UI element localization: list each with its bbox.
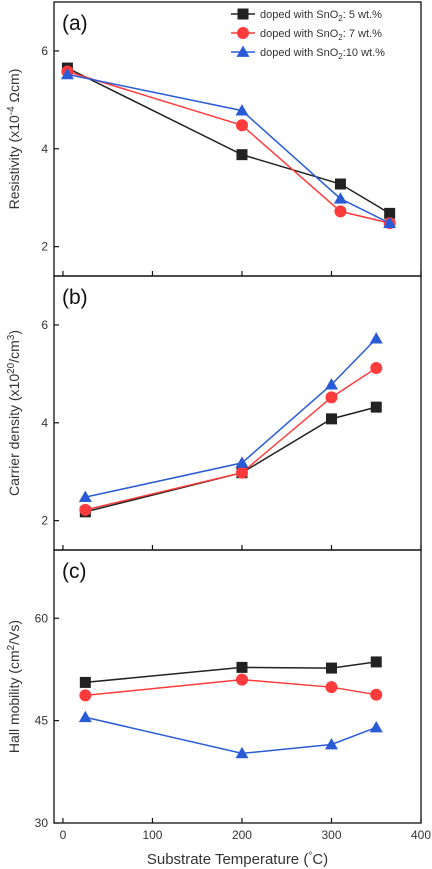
legend-prefix: doped with SnO [260,47,339,59]
series-line-square [67,67,391,215]
legend-subscript: 2 [338,52,343,61]
y-label-superscript: 20 [6,362,17,374]
data-point-circle [235,673,248,686]
legend-marker-square [237,8,249,20]
x-tick-label: 300 [321,828,341,842]
legend-suffix: : 5 wt.% [343,9,382,21]
y-label-part: /Vs) [6,620,22,645]
data-point-circle [79,689,92,702]
series-line-triangle [67,73,391,224]
series-line-triangle [85,338,377,498]
y-tick-label: 6 [41,318,48,332]
y-tick-label: 4 [41,416,48,430]
legend-entry: doped with SnO2: 5 wt.% [260,9,382,23]
data-point-circle [325,391,338,404]
x-label-part: C) [312,851,328,868]
data-point-square [325,662,337,674]
y-label-part: ) [6,330,22,335]
legend-entry: doped with SnO2: 7 wt.% [260,28,382,42]
legend-entry: doped with SnO2:10 wt.% [260,47,385,61]
data-point-circle [235,466,248,479]
data-point-circle [334,205,347,218]
data-point-square [334,178,346,190]
y-axis-label: Carrier density (x1020​/cm3​) [6,330,22,496]
panel-1: 2 4 6 (b) Carrier density (x1020​/cm3​) [6,275,422,551]
y-tick-label: 4 [41,142,48,156]
data-point-triangle [369,332,383,344]
data-point-triangle [60,67,74,80]
y-axis-label: Hall mobility (cm2​/Vs) [6,620,22,753]
series-line-circle [67,70,390,224]
data-point-square [236,661,248,673]
y-tick-label: 45 [35,714,49,728]
legend-prefix: doped with SnO [260,9,339,21]
plot-frame [53,549,422,824]
data-point-triangle [235,746,249,759]
data-point-triangle [78,490,92,503]
series-line-triangle [85,716,377,755]
data-point-square [325,413,337,425]
series-line-square [85,406,377,513]
series-line-circle [85,367,377,511]
y-tick-label: 6 [41,44,48,58]
data-point-square [79,676,91,688]
legend-suffix: : 7 wt.% [343,28,382,40]
x-tick-label: 400 [411,828,431,842]
data-point-circle [370,361,383,374]
y-tick-label: 2 [41,240,48,254]
series-line-circle [85,678,377,697]
panel-label: (a) [62,12,88,35]
data-point-square [384,207,396,219]
y-label-superscript: 3 [6,334,17,340]
data-point-square [236,149,248,161]
data-point-square [370,401,382,413]
legend-marker-triangle [236,45,250,57]
data-point-circle [235,119,248,132]
series-line-square [85,661,377,684]
y-tick-label: 30 [35,816,49,830]
y-label-part: /cm [6,340,22,363]
x-tick-label: 0 [60,828,67,842]
data-point-triangle [235,456,249,468]
panel-label: (b) [62,286,88,309]
data-point-circle [325,681,338,694]
y-label-superscript: -4 [6,106,17,115]
data-point-square [370,656,382,668]
panel-label: (c) [62,560,87,583]
y-tick-label: 60 [35,611,49,625]
y-label-part: Hall mobility (cm [6,650,22,753]
x-tick-label: 200 [232,828,252,842]
legend-prefix: doped with SnO [260,28,339,40]
data-point-circle [370,688,383,701]
legend-subscript: 2 [338,33,343,42]
y-axis-label: Resistivity (x10-4​ Ωcm) [6,69,22,210]
data-point-circle [79,503,92,516]
y-label-part: Resistivity (x10 [6,115,22,209]
legend: doped with SnO2: 5 wt.%doped with SnO2: … [231,9,385,61]
panel-0: 2 4 6 (a) Resistivity (x10-4​ Ωcm) [6,1,422,277]
legend-marker-circle [237,27,249,39]
legend-suffix: :10 wt.% [343,47,385,59]
y-tick-label: 2 [41,514,48,528]
data-point-triangle [383,216,397,229]
data-point-triangle [324,738,338,750]
data-point-triangle [369,720,383,733]
panel-2: 30 45 60 (c) Hall mobility (cm2​/Vs) [6,549,422,830]
y-label-superscript: 2 [6,644,17,650]
data-point-triangle [78,710,92,723]
data-point-triangle [333,192,347,204]
legend-subscript: 2 [338,14,343,23]
data-point-triangle [324,378,338,390]
y-label-part: Carrier density (x10 [6,374,22,496]
y-label-part: Ωcm) [6,69,22,107]
x-tick-label: 100 [142,828,162,842]
x-label-superscript: ° [308,851,312,862]
data-point-triangle [235,104,249,116]
plot-frame [53,275,422,551]
plot-frame [53,1,422,277]
x-axis-label: Substrate Temperature (°​C) [147,851,328,868]
x-label-part: Substrate Temperature ( [147,851,308,868]
